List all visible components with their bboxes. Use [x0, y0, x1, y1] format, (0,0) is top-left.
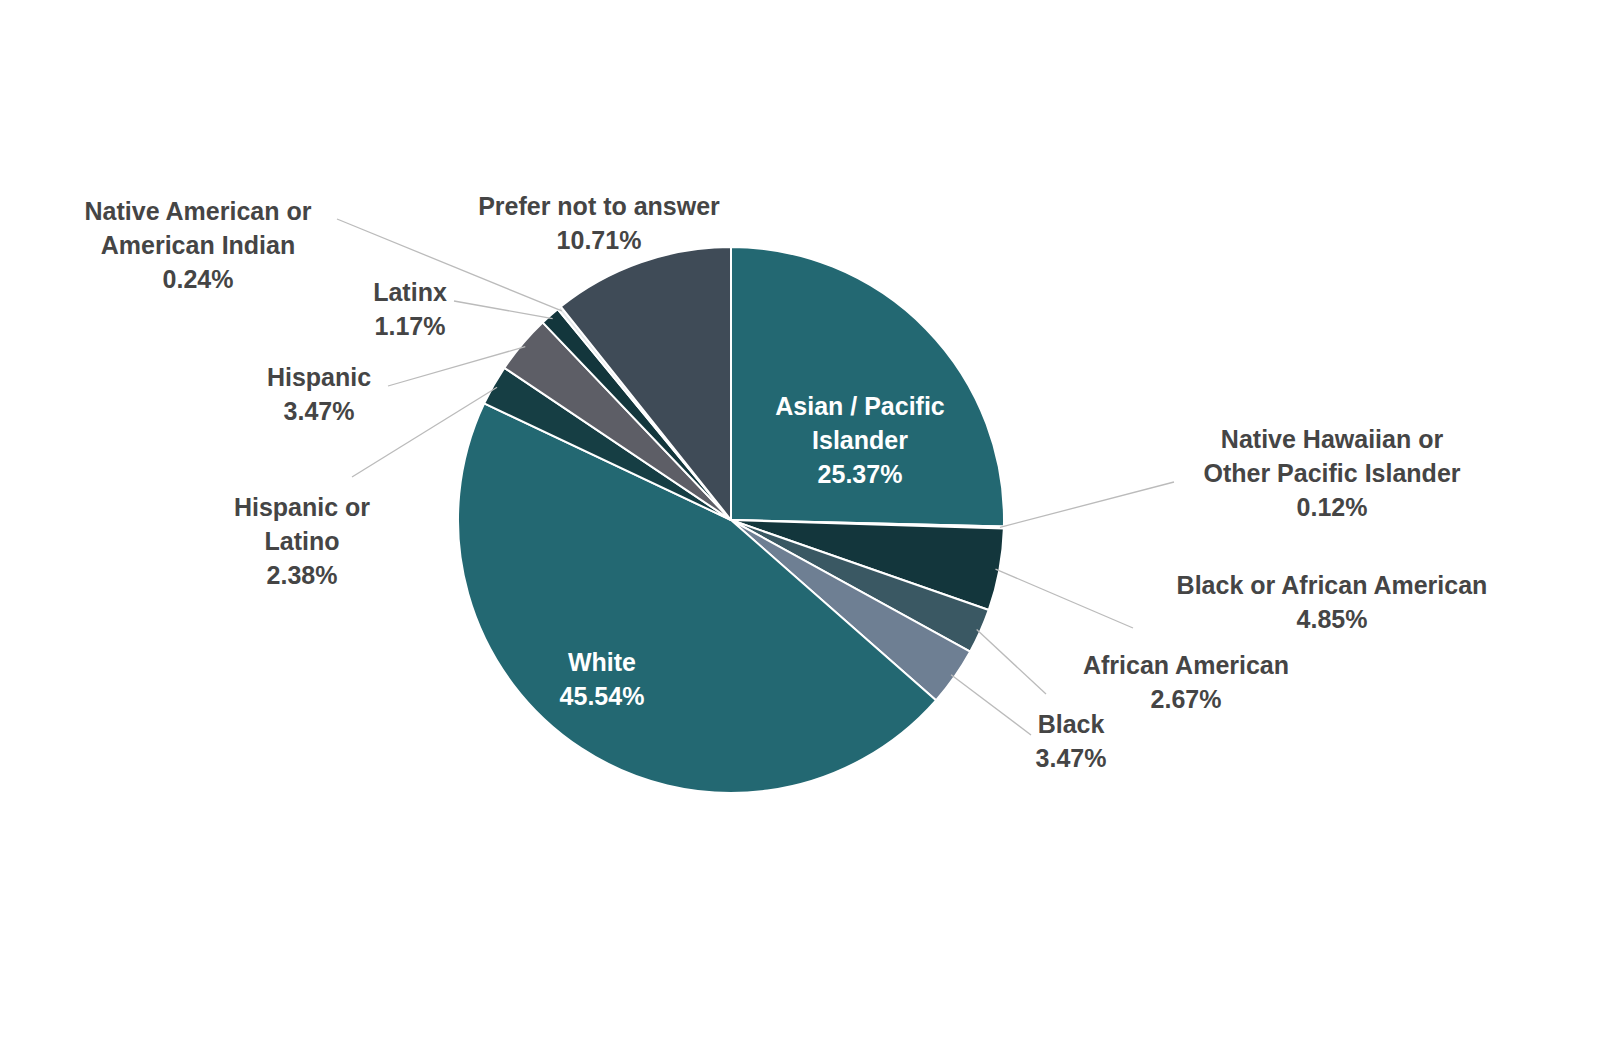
- chart: Asian / PacificIslander 25.37% Native Hawa…: [0, 0, 1600, 1038]
- category-label: Latinx: [373, 278, 447, 306]
- leader-line: [977, 630, 1046, 694]
- leader-line: [995, 569, 1133, 628]
- value-label: 10.71%: [557, 226, 642, 254]
- labels: Asian / PacificIslander 25.37% Native Hawa…: [85, 192, 1488, 772]
- category-label: Black or African American: [1177, 571, 1488, 599]
- leader-line: [454, 301, 553, 319]
- category-label: Native American orAmerican Indian: [85, 197, 312, 259]
- category-label: Hispanic orLatino: [234, 493, 370, 555]
- value-label: 45.54%: [560, 682, 645, 710]
- value-label: 3.47%: [1036, 744, 1107, 772]
- value-label: 3.47%: [284, 397, 355, 425]
- value-label: 2.38%: [267, 561, 338, 589]
- value-label: 4.85%: [1297, 605, 1368, 633]
- leader-line: [337, 219, 562, 311]
- category-label: Black: [1038, 710, 1105, 738]
- category-label: Prefer not to answer: [478, 192, 720, 220]
- value-label: 25.37%: [818, 460, 903, 488]
- category-label: African American: [1083, 651, 1289, 679]
- category-label: Hispanic: [267, 363, 371, 391]
- leader-line: [951, 675, 1031, 735]
- leader-line: [1000, 482, 1174, 527]
- value-label: 2.67%: [1151, 685, 1222, 713]
- value-label: 1.17%: [375, 312, 446, 340]
- category-label: Asian / PacificIslander: [775, 392, 945, 454]
- leader-line: [388, 347, 525, 386]
- value-label: 0.24%: [163, 265, 234, 293]
- slice: [731, 247, 1004, 526]
- value-label: 0.12%: [1297, 493, 1368, 521]
- category-label: Native Hawaiian orOther Pacific Islander: [1203, 425, 1460, 487]
- leader-line: [352, 387, 497, 477]
- category-label: White: [568, 648, 636, 676]
- leader-lines: [337, 219, 1174, 735]
- slice: [561, 247, 731, 520]
- slices: [458, 247, 1004, 793]
